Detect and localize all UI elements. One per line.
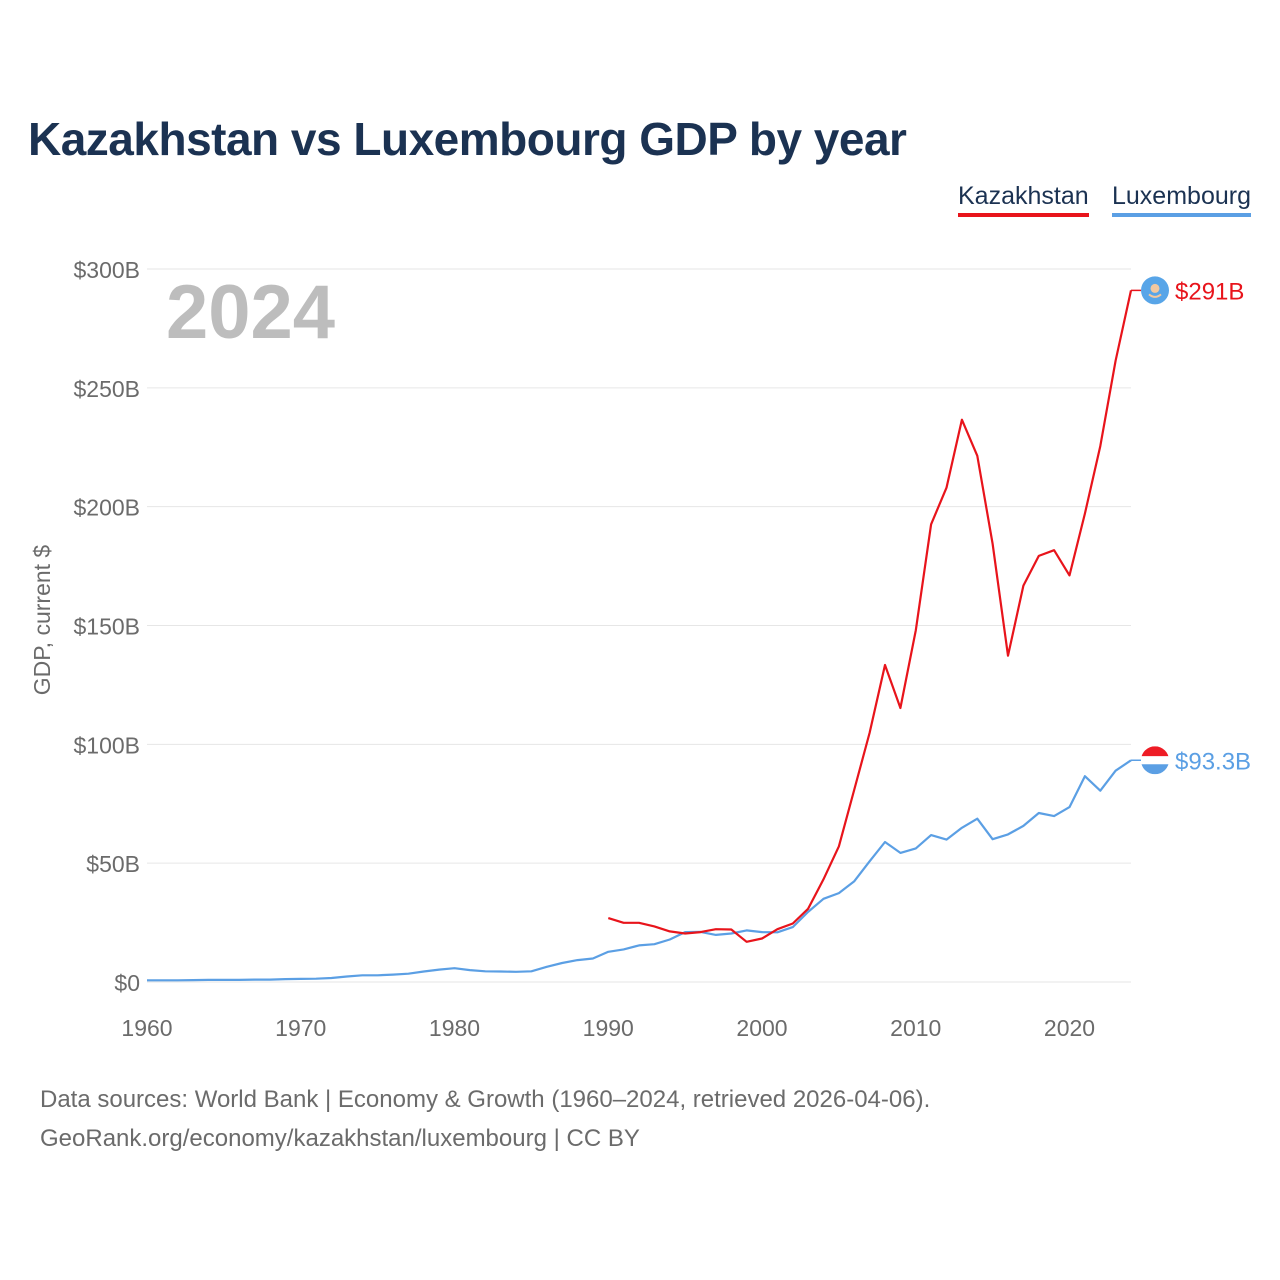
line-chart: $0 $50B $100B $150B $200B $250B $300B 1960 1970… <box>29 257 1251 1041</box>
y-axis-ticks: $0 $50B $100B $150B $200B $250B $300B <box>73 257 140 996</box>
legend-item-luxembourg[interactable]: Luxembourg <box>1112 182 1251 217</box>
end-value-label-luxembourg: $93.3B <box>1175 748 1251 775</box>
y-tick-label: $0 <box>114 970 140 996</box>
x-tick-label: 1960 <box>121 1015 172 1041</box>
series-lines <box>147 290 1133 982</box>
year-watermark: 2024 <box>166 270 335 355</box>
end-markers: $291B $93.3B <box>1131 276 1251 775</box>
end-marker-kazakhstan: $291B <box>1131 276 1244 305</box>
series-line-luxembourg[interactable] <box>147 759 1132 982</box>
y-tick-label: $150B <box>73 614 140 640</box>
x-tick-label: 2000 <box>736 1015 787 1041</box>
luxembourg-flag-icon <box>1141 746 1169 775</box>
x-tick-label: 1980 <box>429 1015 480 1041</box>
x-tick-label: 1970 <box>275 1015 326 1041</box>
y-tick-label: $200B <box>73 495 140 521</box>
y-tick-label: $100B <box>73 732 140 758</box>
chart-title: Kazakhstan vs Luxembourg GDP by year <box>28 113 907 165</box>
x-tick-label: 2010 <box>890 1015 941 1041</box>
y-tick-label: $300B <box>73 257 140 283</box>
source-note: Data sources: World Bank | Economy & Gro… <box>40 1086 931 1113</box>
y-axis-label: GDP, current $ <box>29 545 55 696</box>
gridlines <box>147 268 1131 983</box>
y-tick-label: $250B <box>73 376 140 402</box>
series-line-kazakhstan[interactable] <box>607 290 1133 943</box>
x-axis-ticks: 1960 1970 1980 1990 2000 2010 2020 <box>121 1015 1095 1041</box>
x-tick-label: 2020 <box>1044 1015 1095 1041</box>
y-tick-label: $50B <box>86 851 140 877</box>
end-value-label-kazakhstan: $291B <box>1175 278 1244 305</box>
source-url[interactable]: GeoRank.org/economy/kazakhstan/luxembour… <box>40 1125 640 1152</box>
legend-item-kazakhstan[interactable]: Kazakhstan <box>958 182 1089 217</box>
end-marker-luxembourg: $93.3B <box>1131 746 1251 775</box>
x-tick-label: 1990 <box>583 1015 634 1041</box>
